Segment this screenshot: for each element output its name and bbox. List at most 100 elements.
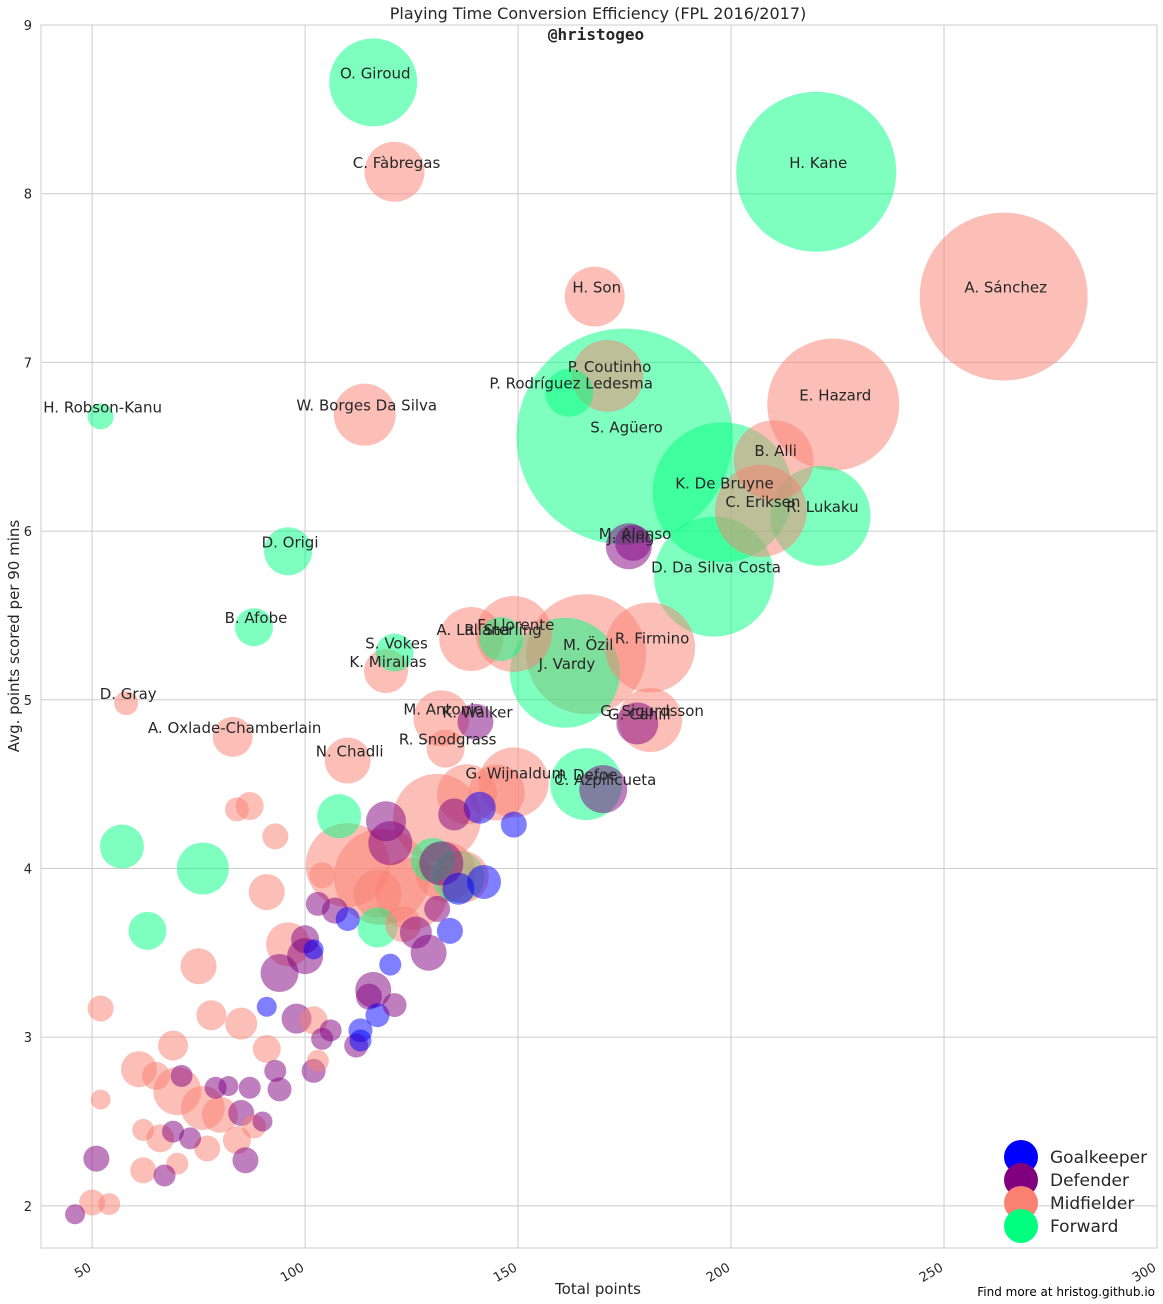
label-j-king: J. King	[606, 528, 654, 546]
point-midfielder	[309, 862, 336, 889]
label-g-sigurdsson: G. Sigurdsson	[600, 702, 704, 720]
label-h-robson-kanu: H. Robson-Kanu	[43, 398, 162, 416]
point-c-azpilicueta	[579, 765, 628, 814]
label-p-coutinho: P. Coutinho	[568, 358, 652, 376]
label-r-snodgrass: R. Snodgrass	[399, 731, 497, 749]
x-tick-label: 300	[1130, 1260, 1159, 1285]
point-forward	[128, 911, 167, 950]
point-midfielder	[90, 1089, 111, 1110]
point-defender	[162, 1120, 185, 1143]
point-midfielder	[194, 1135, 221, 1162]
point-m-antonio	[413, 690, 470, 747]
legend-label-midfielder: Midfielder	[1050, 1194, 1134, 1214]
point-defender	[438, 798, 471, 831]
point-goalkeeper	[500, 811, 527, 838]
point-defender	[153, 1164, 176, 1187]
point-r-firmino	[605, 602, 696, 693]
label-o-giroud: O. Giroud	[340, 64, 411, 82]
chart-subtitle: @hristogeo	[548, 25, 644, 44]
legend-label-defender: Defender	[1050, 1171, 1129, 1191]
footer-credit: Find more at hristog.github.io	[977, 1285, 1155, 1299]
y-tick-label: 7	[24, 356, 32, 371]
point-defender	[311, 1027, 334, 1050]
point-d-origi	[264, 527, 313, 576]
point-forward	[176, 842, 229, 895]
legend-label-goalkeeper: Goalkeeper	[1050, 1148, 1147, 1168]
point-midfielder	[353, 869, 402, 918]
label-d-da-silva-costa: D. Da Silva Costa	[651, 559, 781, 577]
point-goalkeeper	[436, 917, 463, 944]
label-r-lukaku: R. Lukaku	[786, 498, 858, 516]
point-s-vokes	[375, 633, 414, 672]
point-midfielder	[130, 1157, 157, 1184]
y-axis-label: Avg. points scored per 90 mins	[5, 520, 23, 753]
y-tick-label: 5	[24, 694, 32, 709]
point-midfielder	[158, 1030, 189, 1061]
point-c-fabregas	[364, 141, 425, 202]
point-defender	[218, 1076, 239, 1097]
y-tick-label: 6	[24, 525, 32, 540]
label-d-gray: D. Gray	[100, 685, 157, 703]
point-defender	[267, 1077, 292, 1102]
point-midfielder	[132, 1118, 155, 1141]
y-tick-label: 2	[24, 1200, 32, 1215]
point-a-sanchez	[919, 212, 1088, 381]
point-h-son	[564, 266, 625, 327]
x-tick-label: 50	[72, 1260, 94, 1281]
point-goalkeeper	[463, 791, 496, 824]
point-a-oxlade-chamberlain	[212, 716, 253, 757]
label-j-defoe: J. Defoe	[558, 766, 617, 784]
point-defender	[264, 1059, 287, 1082]
x-tick-label: 150	[491, 1260, 520, 1285]
label-e-hazard: E. Hazard	[799, 387, 871, 405]
point-defender	[305, 891, 330, 916]
point-defender	[355, 983, 382, 1010]
y-tick-label: 9	[24, 19, 32, 34]
label-c-eriksen: C. Eriksen	[725, 493, 800, 511]
x-tick-label: 250	[917, 1260, 946, 1285]
label-h-son: H. Son	[572, 279, 621, 297]
point-r-snodgrass	[426, 729, 465, 768]
label-k-walker: K. Walker	[442, 704, 513, 722]
point-midfielder	[98, 1193, 121, 1216]
point-midfielder	[248, 874, 285, 911]
y-tick-label: 3	[24, 1031, 32, 1046]
point-g-cahill	[616, 702, 659, 745]
label-f-llorente: F. Llorente	[477, 616, 554, 634]
legend: Goalkeeper Defender Midfielder Forward	[1004, 1140, 1147, 1243]
x-tick-label: 200	[704, 1260, 733, 1285]
plot-frame	[40, 24, 1158, 1249]
point-n-chadli	[324, 737, 371, 784]
label-r-firmino: R. Firmino	[615, 629, 690, 647]
point-defender	[252, 1111, 273, 1132]
point-defender	[382, 993, 407, 1018]
legend-label-forward: Forward	[1050, 1217, 1118, 1237]
label-p-rodriguez-ledesma: P. Rodríguez Ledesma	[489, 375, 653, 393]
point-midfielder	[252, 1034, 281, 1063]
point-defender	[366, 801, 407, 842]
data-points	[65, 38, 1088, 1225]
point-goalkeeper	[256, 996, 277, 1017]
point-h-kane	[736, 91, 897, 252]
point-midfielder	[142, 1061, 171, 1090]
point-defender	[399, 916, 432, 949]
label-m-alonso: M. Alonso	[599, 525, 672, 543]
point-defender	[179, 1127, 202, 1150]
x-axis-label: Total points	[554, 1280, 641, 1298]
label-w-borges-da-silva: W. Borges Da Silva	[296, 397, 437, 415]
label-a-oxlade-chamberlain: A. Oxlade-Chamberlain	[148, 719, 321, 737]
label-d-origi: D. Origi	[262, 533, 319, 551]
point-w-borges-da-silva	[333, 383, 396, 446]
point-d-gray	[114, 691, 139, 716]
point-defender	[65, 1204, 86, 1225]
label-c-fabregas: C. Fàbregas	[353, 154, 441, 172]
y-tick-label: 4	[24, 862, 32, 877]
label-r-sterling: R. Sterling	[464, 621, 542, 639]
label-h-kane: H. Kane	[789, 154, 847, 172]
label-s-aguero: S. Agüero	[590, 419, 663, 437]
point-goalkeeper	[335, 907, 360, 932]
point-defender	[83, 1145, 110, 1172]
point-defender	[238, 1076, 261, 1099]
label-m-antonio: M. Antonio	[403, 700, 483, 718]
